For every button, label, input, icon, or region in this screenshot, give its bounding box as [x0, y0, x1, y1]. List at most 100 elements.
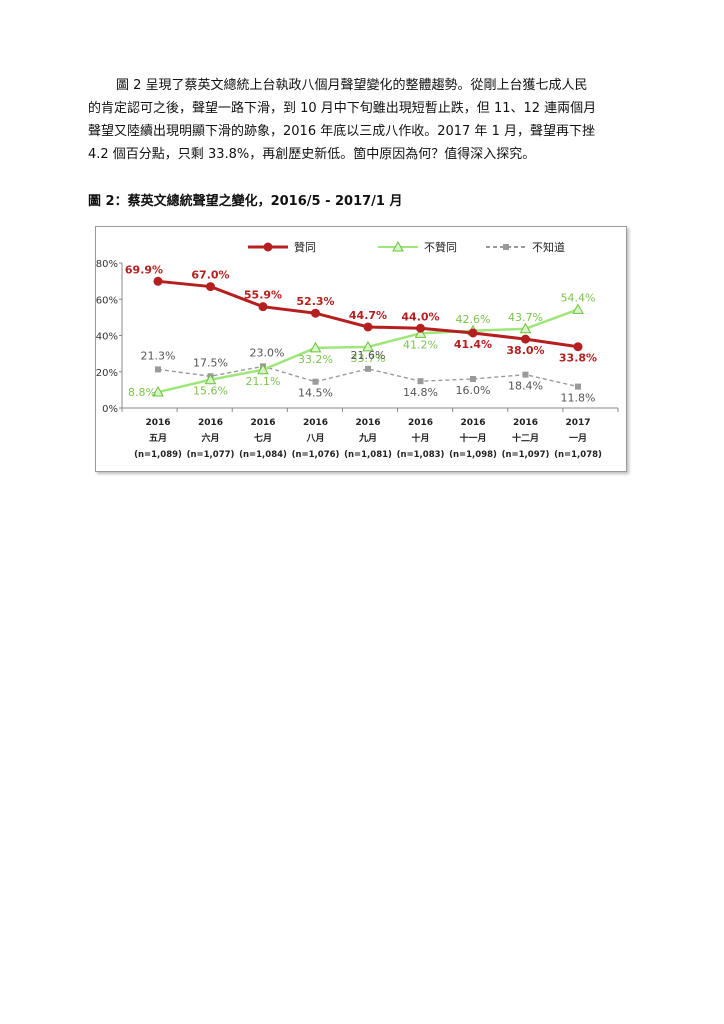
data-point	[521, 334, 530, 344]
legend-label-0: 贊同	[294, 240, 316, 254]
x-label-n: (n=1,083)	[397, 450, 445, 460]
series-line-2	[157, 365, 579, 388]
data-point	[522, 371, 529, 378]
chart-axes: 0% 20% 40% 60% 80%	[96, 259, 619, 415]
data-point	[258, 302, 268, 312]
approval-line-chart: 贊同 不贊同 不知道 0% 20% 40% 60% 80% 69.9% 67.0% 55.9% 5…	[96, 240, 619, 460]
x-label-month: 八月	[305, 433, 324, 444]
x-label-month: 十月	[411, 432, 429, 444]
paragraph-line: 聲望又陸續出現明顯下滑的跡象，2016 年底以三成八作收。2017 年 1 月，…	[88, 124, 595, 139]
paragraph-line: 4.2 個百分點，只剩 33.8%，再創歷史新低。箇中原因為何？值得深入探究。	[88, 147, 536, 162]
data-point	[312, 378, 319, 385]
intro-paragraph: 圖 2 呈現了蔡英文總統上台執政八個月聲望變化的整體趨勢。從剛上台獲七成人民 的…	[88, 74, 644, 166]
x-label-year: 2017	[565, 418, 590, 428]
x-label-month: 一月	[569, 433, 587, 444]
paragraph-line: 的肯定認可之後，聲望一路下滑，到 10 月中下旬雖出現短暫止跌，但 11、12 …	[88, 101, 597, 116]
x-label-n: (n=1,084)	[239, 450, 287, 460]
data-label: 11.8%	[561, 392, 596, 405]
data-point	[365, 365, 371, 372]
data-label: 44.0%	[401, 310, 439, 323]
x-label-year: 2016	[198, 418, 223, 428]
x-label-n: (n=1,098)	[449, 450, 497, 460]
data-label: 38.0%	[506, 344, 544, 357]
data-point	[572, 303, 584, 314]
x-label-n: (n=1,076)	[292, 450, 340, 460]
data-label: 41.4%	[454, 338, 492, 351]
legend-label-2: 不知道	[532, 240, 565, 254]
figure-title: 圖 2：蔡英文總統聲望之變化，2016/5 - 2017/1 月	[88, 194, 403, 209]
data-point	[309, 341, 322, 353]
x-label-month: 十一月	[459, 432, 486, 444]
x-label-year: 2016	[145, 418, 170, 428]
paragraph-line: 圖 2 呈現了蔡英文總統上台執政八個月聲望變化的整體趨勢。從剛上台獲七成人民	[116, 78, 588, 93]
data-label: 42.6%	[456, 313, 491, 326]
data-point	[362, 340, 374, 352]
data-label: 43.7%	[508, 311, 543, 324]
data-point	[363, 322, 373, 332]
data-label: 14.5%	[298, 387, 333, 400]
data-point	[155, 366, 161, 373]
x-label-n: (n=1,081)	[344, 450, 392, 460]
x-label-n: (n=1,089)	[134, 450, 182, 460]
data-label: 15.6%	[193, 385, 228, 398]
data-point	[257, 363, 269, 375]
data-point	[152, 386, 164, 397]
data-label: 14.8%	[403, 386, 438, 399]
data-label: 69.9%	[125, 263, 163, 276]
data-point	[416, 323, 425, 333]
data-label: 17.5%	[193, 356, 228, 369]
data-label: 41.2%	[403, 338, 438, 351]
x-label-n: (n=1,097)	[502, 450, 550, 460]
x-label-month: 六月	[201, 432, 219, 444]
chart-legend: 贊同 不贊同 不知道	[248, 240, 565, 254]
legend-marker-0	[263, 242, 273, 252]
x-label-year: 2016	[408, 418, 433, 428]
data-label: 16.0%	[456, 384, 491, 397]
data-point	[519, 322, 532, 334]
data-label: 18.4%	[508, 380, 543, 393]
x-label-month: 五月	[149, 433, 167, 444]
data-label: 33.2%	[298, 353, 333, 366]
data-label: 54.4%	[561, 291, 596, 304]
chart-frame: 贊同 不贊同 不知道 0% 20% 40% 60% 80% 69.9% 67.0% 55.9% 5…	[95, 226, 627, 472]
y-tick-label: 80%	[96, 259, 118, 270]
x-label-month: 十二月	[512, 432, 539, 444]
y-tick-label: 60%	[96, 295, 118, 306]
legend-marker-2	[503, 244, 509, 250]
data-label: 44.7%	[349, 309, 387, 322]
x-label-year: 2016	[303, 418, 328, 428]
legend-marker-1	[392, 240, 404, 252]
x-axis-labels: 2016 五月 (n=1,089) 2016 六月 (n=1,077) 2016 七月 (n=1…	[134, 418, 602, 460]
data-point	[311, 308, 320, 318]
data-point	[206, 282, 215, 292]
data-label: 52.3%	[296, 295, 334, 308]
data-label: 33.8%	[559, 352, 597, 365]
data-label: 21.6%	[351, 349, 386, 362]
data-label: 67.0%	[191, 269, 229, 282]
data-label: 21.1%	[246, 375, 281, 388]
data-point	[417, 378, 424, 385]
data-point	[153, 276, 163, 286]
legend-label-1: 不贊同	[424, 240, 457, 254]
data-point	[573, 342, 583, 352]
data-label: 23.0%	[250, 346, 285, 359]
x-label-month: 七月	[254, 432, 272, 444]
y-tick-label: 40%	[96, 332, 118, 343]
x-label-year: 2016	[460, 418, 485, 428]
data-point	[414, 327, 427, 338]
data-label: 8.8%	[128, 386, 156, 399]
x-label-year: 2016	[513, 418, 538, 428]
x-label-month: 九月	[358, 432, 377, 444]
x-label-n: (n=1,077)	[187, 450, 235, 460]
data-point	[470, 376, 476, 382]
chart-series: 69.9% 67.0% 55.9% 52.3% 44.7% 44.0% 41.4% 38.0%…	[125, 263, 597, 404]
data-point	[575, 383, 581, 390]
y-tick-label: 0%	[102, 404, 118, 415]
data-label: 21.3%	[141, 349, 176, 362]
data-point	[204, 373, 217, 385]
data-label: 33.7%	[351, 352, 386, 365]
data-label: 55.9%	[244, 289, 282, 302]
x-label-year: 2016	[355, 418, 380, 428]
data-point	[468, 328, 478, 338]
x-label-n: (n=1,078)	[554, 450, 602, 460]
